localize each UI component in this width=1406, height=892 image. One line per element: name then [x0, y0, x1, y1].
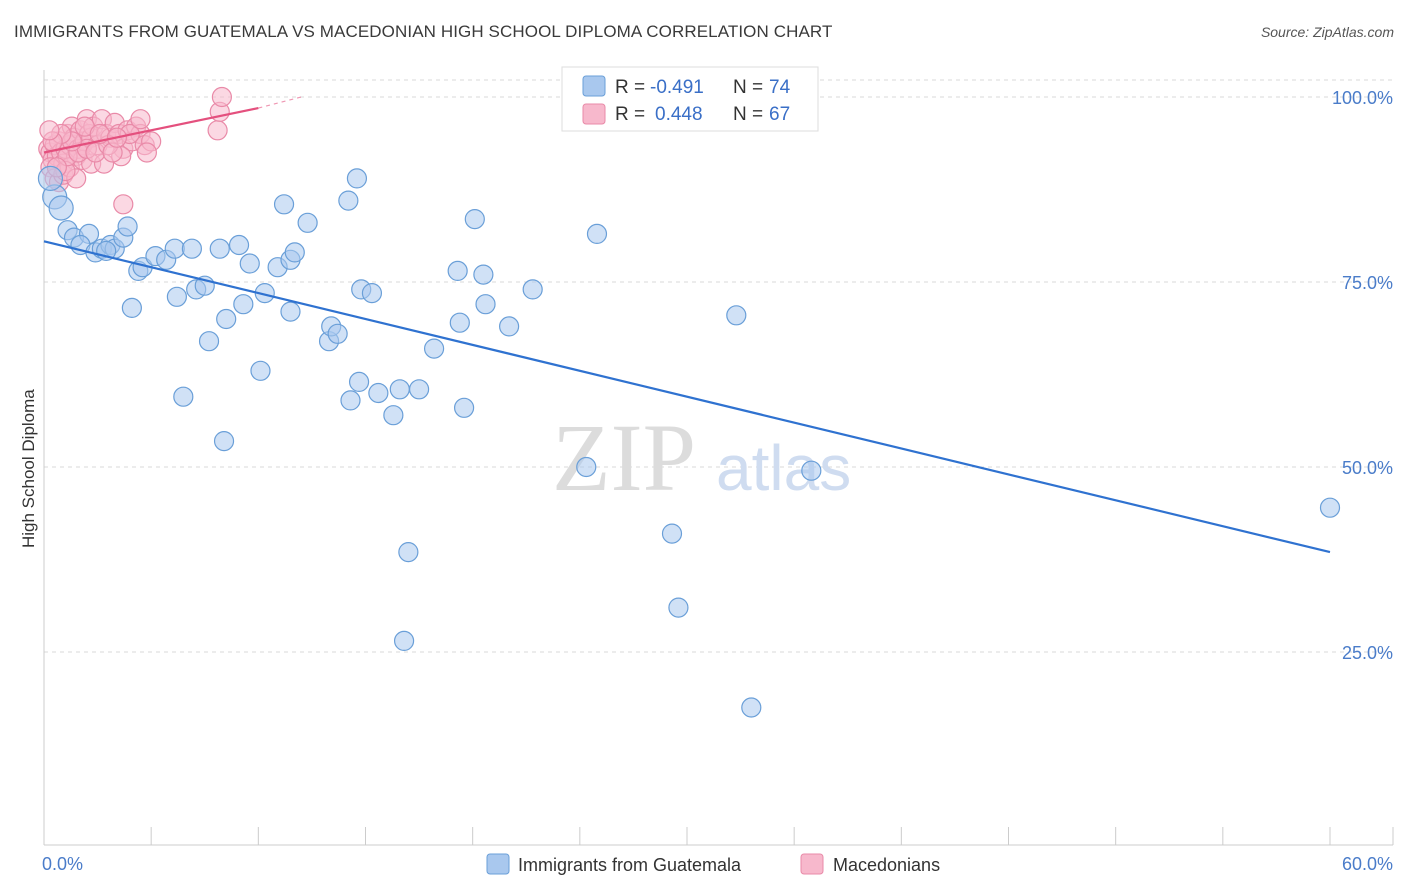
legend-blue-r-value: -0.491 — [650, 77, 704, 98]
x-tick-label: 0.0% — [42, 854, 83, 874]
macedonians-point — [113, 194, 134, 215]
guatemala-point — [464, 209, 485, 230]
guatemala-point — [1319, 497, 1341, 518]
guatemala-point — [586, 223, 608, 244]
macedonians-trend-extension — [258, 96, 302, 109]
macedonians-point — [211, 86, 232, 108]
guatemala-point — [447, 260, 468, 281]
guatemala-point — [346, 168, 368, 189]
guatemala-point — [37, 165, 64, 191]
guatemala-trend-line — [43, 240, 1331, 554]
legend-swatch-blue — [582, 75, 606, 97]
macedonians-point — [39, 120, 60, 141]
x-tick-label: 60.0% — [1342, 854, 1393, 874]
y-tick-label: 50.0% — [1342, 458, 1393, 478]
bottom-legend-swatch-blue — [486, 853, 510, 875]
y-tick-label: 75.0% — [1342, 273, 1393, 293]
guatemala-point — [453, 397, 475, 418]
y-tick-label: 25.0% — [1342, 643, 1393, 663]
macedonians-point — [130, 109, 151, 130]
guatemala-point — [338, 190, 359, 211]
guatemala-point — [361, 283, 383, 304]
guatemala-point — [216, 308, 237, 330]
guatemala-point — [181, 238, 202, 259]
guatemala-point — [423, 338, 445, 359]
watermark: ZIP atlas — [552, 404, 851, 511]
series-legend: Immigrants from Guatemala Macedonians — [486, 853, 940, 875]
bottom-legend-guatemala: Immigrants from Guatemala — [518, 855, 742, 875]
legend-blue-n-label: N = — [733, 77, 763, 98]
guatemala-points — [37, 86, 1341, 718]
macedonians-points — [38, 86, 232, 215]
guatemala-point — [213, 431, 235, 452]
guatemala-point — [741, 697, 762, 718]
guatemala-point — [164, 238, 185, 259]
guatemala-point — [408, 379, 430, 400]
guatemala-point — [233, 294, 254, 315]
guatemala-point — [398, 541, 419, 563]
macedonians-trend-line — [43, 107, 259, 154]
guatemala-point — [389, 379, 410, 400]
guatemala-point — [576, 456, 597, 478]
legend-pink-n-label: N = — [733, 104, 763, 125]
watermark-atlas: atlas — [716, 432, 851, 504]
guatemala-point — [297, 212, 318, 233]
legend-pink-r-value: 0.448 — [655, 104, 703, 125]
guatemala-point — [383, 405, 404, 426]
guatemala-point — [198, 331, 220, 352]
guatemala-point — [273, 194, 295, 215]
guatemala-point — [48, 195, 74, 221]
guatemala-point — [368, 382, 389, 404]
bottom-legend-macedonians: Macedonians — [833, 855, 940, 875]
guatemala-point — [661, 523, 683, 544]
guatemala-point — [209, 238, 230, 259]
guatemala-point — [522, 279, 543, 300]
legend-swatch-pink — [582, 103, 606, 125]
guatemala-point — [348, 371, 370, 392]
stats-legend: R = -0.491 N = 74 R = 0.448 N = 67 — [561, 66, 819, 132]
source-label: Source: ZipAtlas.com — [1260, 24, 1394, 40]
guatemala-point — [228, 234, 250, 256]
guatemala-point — [250, 360, 271, 381]
guatemala-point — [668, 597, 689, 618]
guatemala-point — [280, 301, 301, 322]
y-tick-label: 100.0% — [1332, 88, 1393, 108]
legend-pink-r-label: R = — [615, 104, 645, 125]
guatemala-point — [499, 316, 520, 337]
legend-pink-n-value: 67 — [769, 104, 790, 125]
tick-labels: 100.0% 75.0% 50.0% 25.0% 0.0% 60.0% — [42, 88, 1393, 874]
guatemala-point — [166, 286, 187, 307]
macedonians-point — [136, 142, 157, 163]
y-axis-label: High School Diploma — [19, 389, 38, 548]
guatemala-point — [801, 460, 822, 481]
guatemala-point — [340, 390, 361, 411]
guatemala-point — [475, 294, 496, 315]
legend-blue-n-value: 74 — [769, 77, 791, 98]
bottom-legend-swatch-pink — [800, 853, 824, 875]
guatemala-point — [449, 312, 470, 333]
guatemala-point — [393, 630, 415, 652]
macedonians-point — [207, 120, 228, 141]
guatemala-point — [327, 323, 348, 344]
guatemala-point — [284, 242, 305, 263]
guatemala-point — [239, 253, 260, 274]
guatemala-point — [473, 264, 494, 285]
chart-title: IMMIGRANTS FROM GUATEMALA VS MACEDONIAN … — [14, 22, 833, 41]
watermark-zip: ZIP — [552, 404, 696, 511]
gridlines — [44, 79, 1393, 653]
legend-blue-r-label: R = — [615, 77, 645, 98]
guatemala-point — [117, 216, 138, 237]
guatemala-point — [173, 386, 194, 407]
trend-lines — [43, 96, 1331, 554]
guatemala-point — [726, 305, 747, 326]
guatemala-point — [121, 297, 142, 318]
